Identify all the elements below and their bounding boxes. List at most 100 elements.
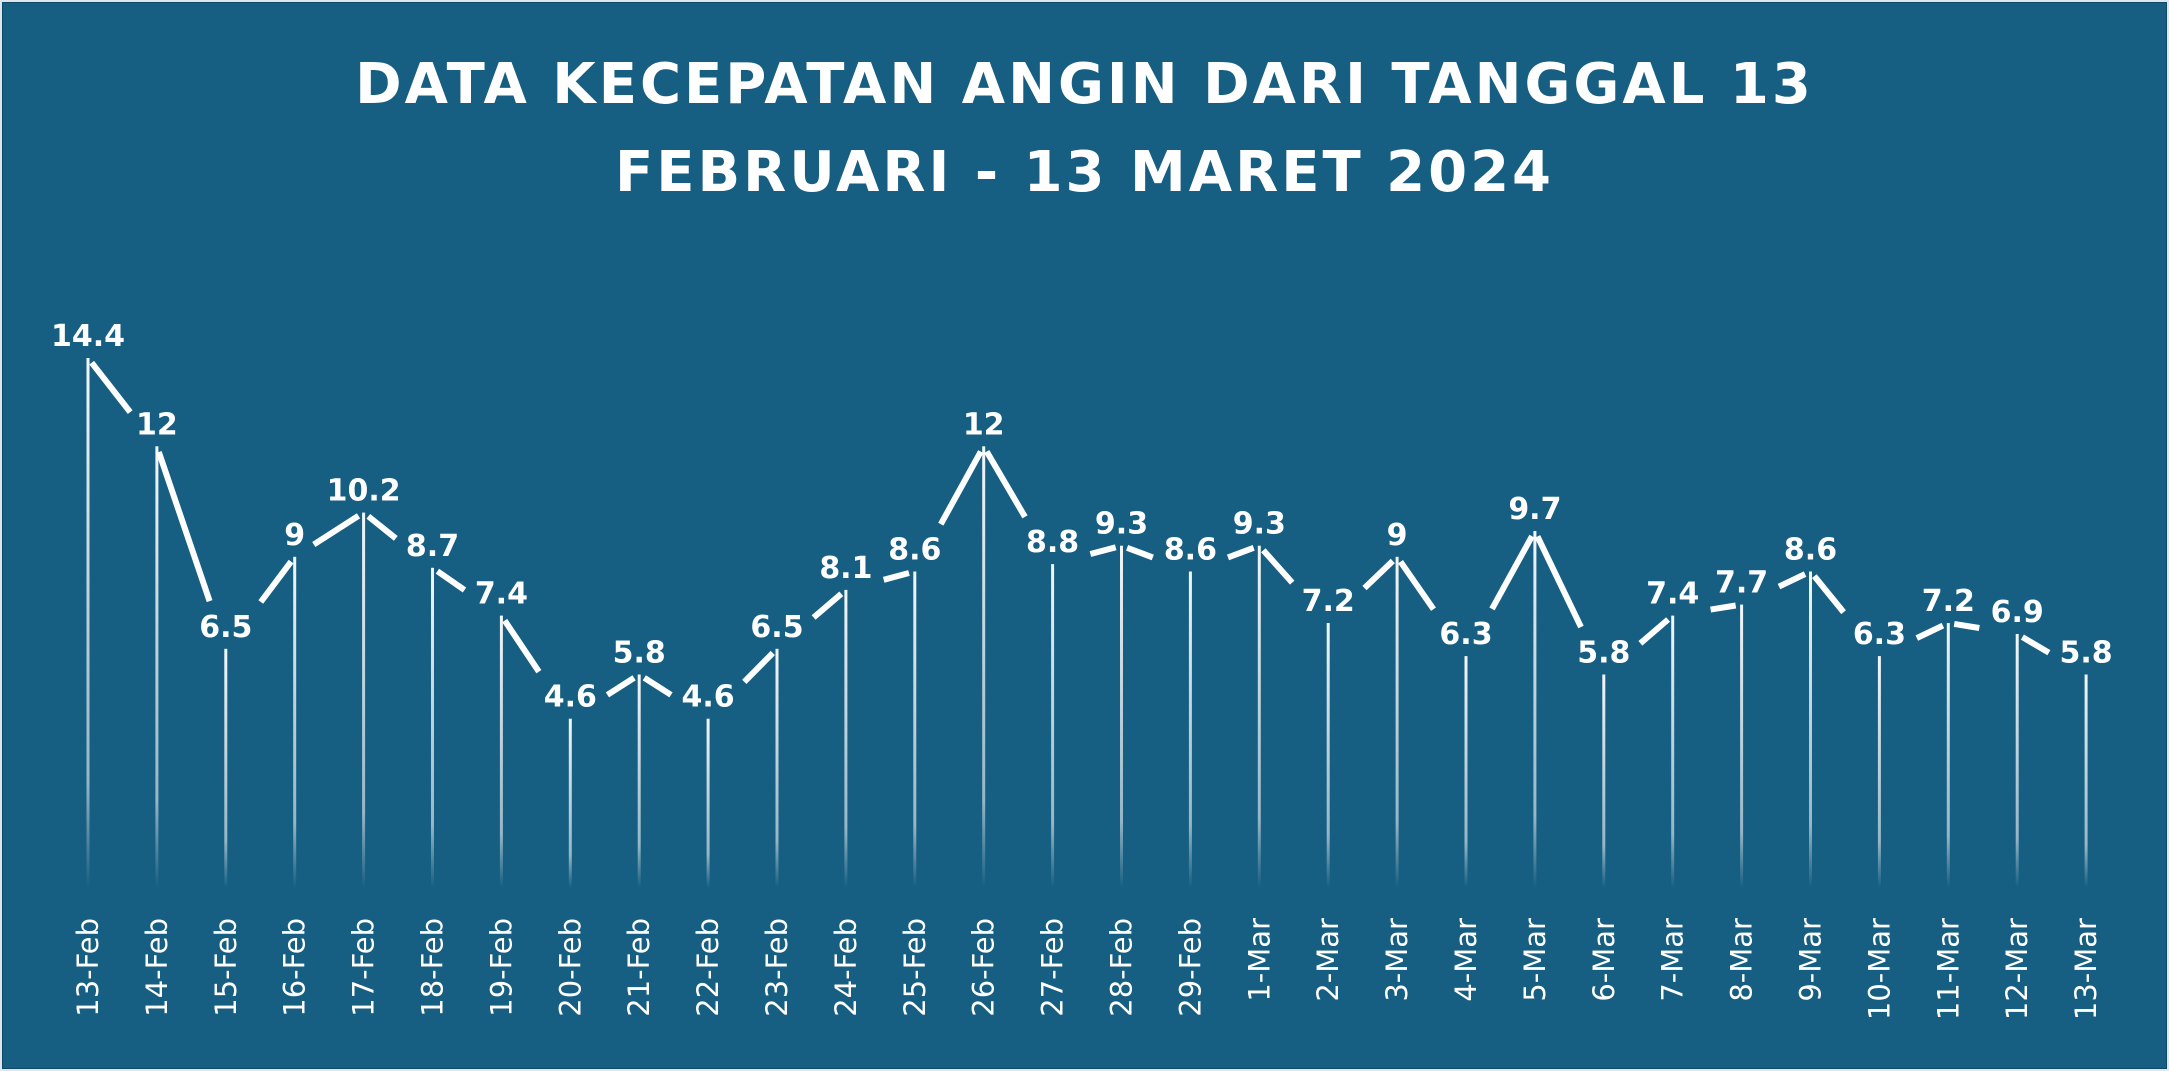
drop-line: [982, 446, 986, 888]
data-label: 9.3: [1233, 507, 1286, 542]
drop-line: [844, 589, 848, 888]
line-segment: [258, 559, 294, 604]
drop-line: [1051, 564, 1055, 888]
x-tick-label: 29-Feb: [1173, 918, 1207, 1017]
data-label: 10.2: [327, 474, 401, 509]
line-segment: [1777, 571, 1807, 590]
line-segment: [605, 675, 636, 698]
data-label: 6.5: [750, 610, 803, 645]
data-label: 7.2: [1922, 584, 1975, 619]
x-tick-label: 12-Mar: [2000, 918, 2034, 1020]
x-axis-tick-labels: 13-Feb 14-Feb 15-Feb 16-Feb 17-Feb 18-Feb 19-F…: [71, 918, 2103, 1020]
data-label: 9: [1387, 518, 1408, 553]
data-label: 9.3: [1095, 507, 1148, 542]
x-tick-label: 1-Mar: [1242, 918, 1276, 1002]
line-segment: [1534, 535, 1584, 629]
line-segment: [1811, 574, 1846, 615]
x-tick-label: 5-Mar: [1518, 918, 1552, 1002]
data-label: 7.2: [1302, 584, 1355, 619]
drop-line: [362, 512, 366, 888]
drop-lines: [86, 358, 2088, 889]
line-segment: [1489, 534, 1535, 611]
chart-title-line-2: FEBRUARI - 13 MARET 2024: [614, 140, 1554, 205]
x-tick-label: 24-Feb: [829, 918, 863, 1017]
drop-line: [499, 615, 503, 888]
data-label: 12: [136, 407, 178, 442]
drop-line: [1464, 656, 1468, 888]
x-tick-label: 6-Mar: [1587, 918, 1621, 1002]
line-segment: [1953, 620, 1980, 631]
line-segment: [1362, 558, 1395, 591]
line-segment: [882, 570, 910, 583]
drop-line: [1257, 545, 1261, 888]
x-tick-label: 15-Feb: [209, 918, 243, 1017]
line-segment: [938, 450, 984, 526]
x-tick-label: 16-Feb: [278, 918, 312, 1017]
line-segment: [2020, 634, 2051, 656]
drop-line: [775, 648, 779, 888]
drop-line: [431, 567, 434, 888]
drop-line: [86, 358, 90, 888]
drop-line: [1946, 623, 1950, 888]
data-label: 7.7: [1715, 566, 1768, 601]
x-tick-label: 11-Mar: [1931, 918, 1965, 1020]
data-label: 5.8: [613, 636, 666, 671]
x-tick-label: 28-Feb: [1105, 918, 1139, 1017]
data-label: 8.6: [1784, 533, 1837, 568]
drop-line: [1671, 615, 1675, 888]
line-segment: [435, 568, 467, 593]
x-tick-label: 22-Feb: [691, 918, 725, 1017]
x-tick-label: 21-Feb: [622, 918, 656, 1017]
line-segment: [155, 451, 213, 603]
x-tick-label: 7-Mar: [1656, 918, 1690, 1002]
drop-line: [706, 718, 710, 888]
data-label: 7.4: [475, 577, 528, 612]
x-tick-label: 2-Mar: [1311, 918, 1345, 1002]
x-tick-label: 19-Feb: [484, 918, 518, 1017]
series-line: [89, 360, 2051, 698]
chart-title-line-1: DATA KECEPATAN ANGIN DARI TANGGAL 13: [355, 52, 1814, 117]
x-tick-label: 23-Feb: [760, 918, 794, 1017]
drop-line: [155, 446, 159, 888]
line-segment: [366, 513, 398, 541]
line-segment: [1226, 544, 1255, 561]
line-segment: [1915, 622, 1945, 641]
data-label: 5.8: [1577, 636, 1630, 671]
x-tick-label: 8-Mar: [1725, 918, 1759, 1002]
data-label: 14.4: [51, 319, 125, 354]
drop-line: [1120, 545, 1123, 888]
data-label: 6.3: [1853, 617, 1906, 652]
data-label: 12: [963, 407, 1005, 442]
line-segment: [502, 618, 542, 674]
drop-line: [224, 648, 228, 888]
line-segment: [312, 513, 361, 548]
line-segment: [1126, 544, 1154, 561]
data-label: 9.7: [1508, 492, 1561, 527]
drop-line: [1602, 674, 1606, 888]
chart-title: DATA KECEPATAN ANGIN DARI TANGGAL 13 FEB…: [3, 41, 2166, 217]
data-label: 5.8: [2060, 636, 2113, 671]
drop-line: [913, 571, 917, 888]
data-label: 8.6: [1164, 533, 1217, 568]
data-label: 8.1: [819, 551, 872, 586]
x-tick-label: 9-Mar: [1794, 918, 1828, 1002]
x-tick-label: 27-Feb: [1036, 918, 1070, 1017]
x-tick-label: 17-Feb: [347, 918, 381, 1017]
drop-line: [1395, 556, 1399, 889]
x-tick-label: 13-Feb: [71, 918, 105, 1017]
data-label: 9: [284, 518, 305, 553]
data-label: 7.4: [1646, 577, 1699, 612]
data-label: 6.9: [1991, 595, 2044, 630]
line-segment: [89, 360, 133, 414]
data-label: 8.6: [888, 533, 941, 568]
data-label: 6.5: [199, 610, 252, 645]
drop-line: [2015, 634, 2019, 888]
x-tick-label: 3-Mar: [1380, 918, 1414, 1002]
drop-line: [568, 718, 572, 888]
drop-line: [293, 556, 297, 889]
line-segment: [811, 591, 844, 620]
drop-line: [1809, 571, 1812, 888]
data-label: 6.3: [1439, 617, 1492, 652]
x-tick-label: 25-Feb: [898, 918, 932, 1017]
